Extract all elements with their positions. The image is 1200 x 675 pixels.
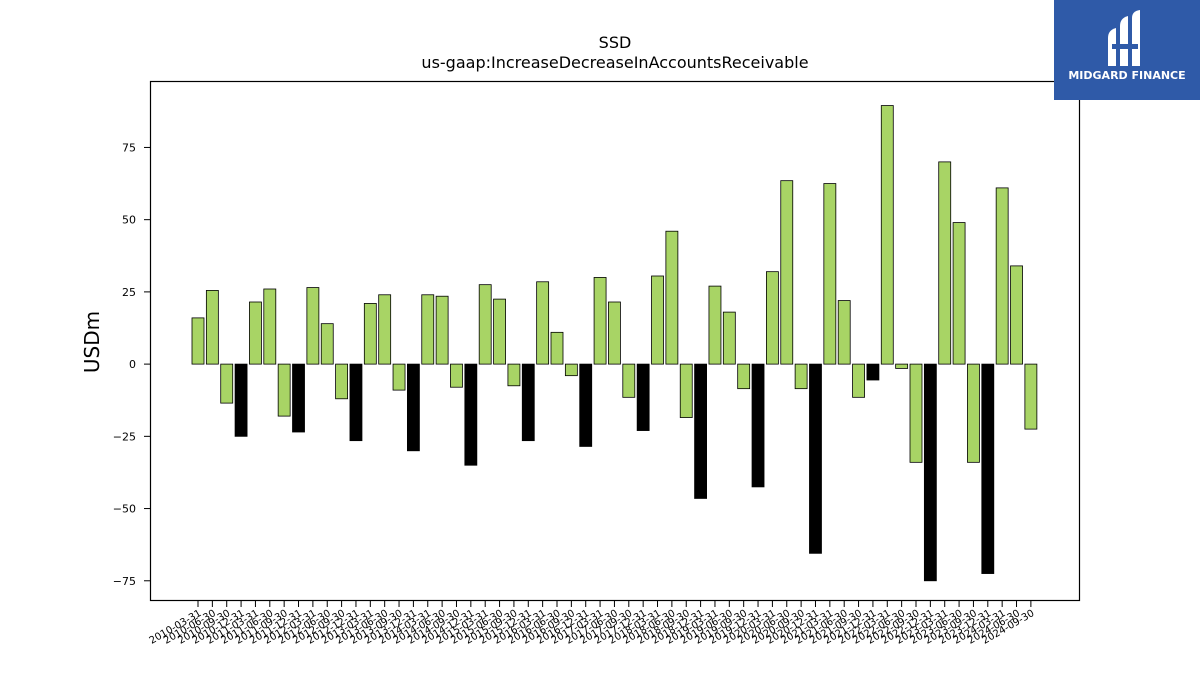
bar-2018-09-30 xyxy=(679,363,693,418)
brand-name: MIDGARD FINANCE xyxy=(1068,69,1186,82)
bar-2011-12-31 xyxy=(292,363,305,433)
bar-2010-03-31 xyxy=(191,317,205,365)
bar-2016-03-31 xyxy=(536,281,550,365)
bar-2019-06-30 xyxy=(722,311,736,365)
bar-2015-06-30 xyxy=(493,298,506,365)
bar-2018-12-31 xyxy=(694,363,707,499)
bar-2017-09-30 xyxy=(622,363,636,398)
bar-2010-06-30 xyxy=(205,290,219,365)
bar-2023-03-31 xyxy=(938,161,952,365)
bar-2013-03-31 xyxy=(363,303,377,365)
bar-2022-06-30 xyxy=(895,363,909,369)
bar-2023-09-30 xyxy=(967,363,980,463)
bar-2012-06-30 xyxy=(320,323,334,365)
bar-2013-12-31 xyxy=(406,363,420,452)
bar-2015-03-31 xyxy=(478,284,492,365)
bar-2019-12-31 xyxy=(751,363,765,488)
y-axis: −75 −50 −25 0 25 50 75 xyxy=(113,141,150,588)
y-tick-label: 50 xyxy=(122,214,136,227)
bar-2022-03-31 xyxy=(880,105,894,365)
bar-2015-12-31 xyxy=(521,363,535,442)
bar-2022-09-30 xyxy=(909,363,923,463)
bar-2015-09-30 xyxy=(507,363,521,387)
bar-2022-12-31 xyxy=(923,363,937,582)
y-axis-label: USDm xyxy=(80,311,104,373)
bar-2021-12-31 xyxy=(866,363,880,381)
bar-2016-06-30 xyxy=(550,331,564,365)
y-tick-label: −50 xyxy=(113,503,136,516)
bar-2013-09-30 xyxy=(392,363,406,391)
bar-2021-09-30 xyxy=(852,363,865,398)
bar-2017-03-31 xyxy=(593,277,607,365)
bar-2024-03-31 xyxy=(995,187,1009,365)
bar-2010-09-30 xyxy=(220,363,234,404)
bar-2019-09-30 xyxy=(737,363,751,390)
bar-2012-09-30 xyxy=(335,363,349,400)
bar-2023-06-30 xyxy=(952,222,966,365)
logo-mark-icon xyxy=(1108,10,1140,66)
bar-2024-09-30 xyxy=(1024,363,1038,430)
bar-2011-03-31 xyxy=(249,301,262,365)
bar-2021-06-30 xyxy=(837,300,851,365)
bar-2020-06-30 xyxy=(780,180,794,365)
bars-group xyxy=(191,105,1038,582)
x-axis: 2010-03-312010-06-302010-09-302010-12-31… xyxy=(148,601,1036,647)
bar-2013-06-30 xyxy=(378,294,392,365)
bar-2024-06-30 xyxy=(1010,265,1023,365)
bar-2014-09-30 xyxy=(450,363,463,388)
bar-2016-12-31 xyxy=(579,363,593,447)
bar-2011-09-30 xyxy=(277,363,291,417)
bar-2020-12-31 xyxy=(809,363,822,554)
bar-2017-06-30 xyxy=(608,301,621,365)
chart-title: SSD xyxy=(599,33,632,52)
bar-2020-03-31 xyxy=(766,271,779,365)
bar-2014-03-31 xyxy=(421,294,435,365)
bar-2016-09-30 xyxy=(564,363,578,377)
bar-2010-12-31 xyxy=(234,363,248,437)
bar-2018-06-30 xyxy=(665,230,679,365)
bar-2023-12-31 xyxy=(981,363,995,574)
bar-2014-06-30 xyxy=(435,295,449,365)
bar-2019-03-31 xyxy=(708,285,722,365)
bar-2014-12-31 xyxy=(464,363,478,466)
bar-2012-03-31 xyxy=(306,287,320,365)
chart-subtitle: us-gaap:IncreaseDecreaseInAccountsReceiv… xyxy=(421,53,808,72)
y-tick-label: −75 xyxy=(113,575,136,588)
y-tick-label: −25 xyxy=(113,430,136,443)
y-tick-label: 0 xyxy=(129,358,136,371)
brand-logo: MIDGARD FINANCE xyxy=(1054,0,1200,100)
bar-2018-03-31 xyxy=(651,275,664,365)
bar-2020-09-30 xyxy=(794,363,808,390)
bar-2017-12-31 xyxy=(636,363,650,431)
plot-frame xyxy=(149,80,1081,602)
bar-2021-03-31 xyxy=(823,183,837,365)
y-tick-label: 75 xyxy=(122,141,136,154)
bar-2012-12-31 xyxy=(349,363,363,442)
bar-2011-06-30 xyxy=(263,288,277,365)
y-tick-label: 25 xyxy=(122,286,136,299)
